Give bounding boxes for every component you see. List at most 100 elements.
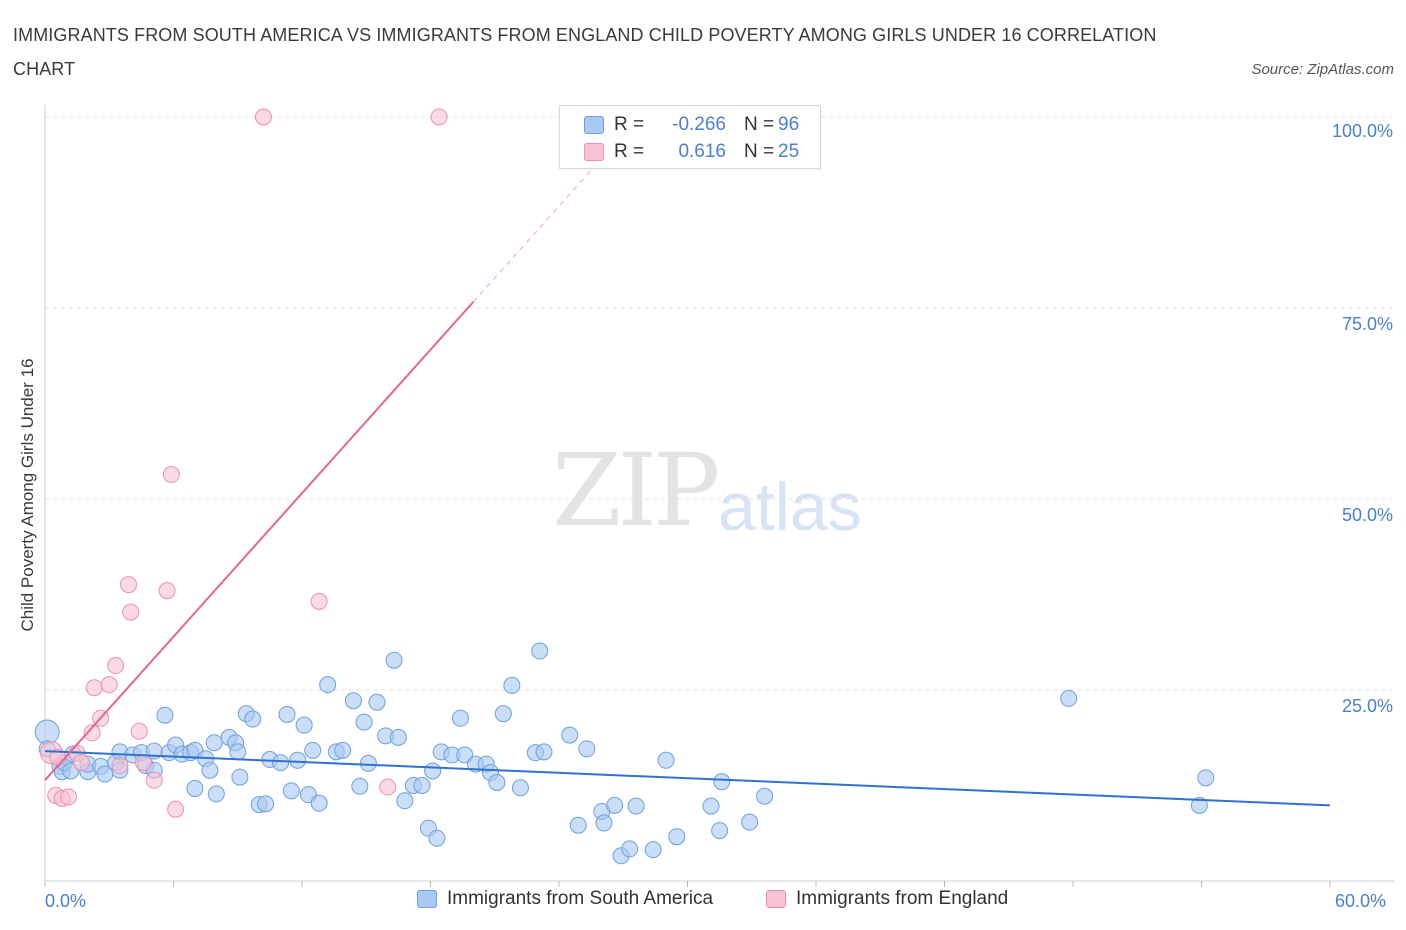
series-south-america bbox=[34, 642, 1215, 865]
legend-row-england: R = 0.616 N = 25 bbox=[584, 140, 799, 164]
data-point-south-america bbox=[621, 840, 639, 858]
data-point-south-america bbox=[351, 777, 369, 795]
legend-swatch-pink bbox=[584, 143, 604, 161]
data-point-england bbox=[167, 800, 185, 818]
legend-n-label: N = bbox=[744, 141, 775, 162]
data-point-south-america bbox=[702, 797, 720, 815]
data-point-south-america bbox=[511, 779, 529, 797]
data-point-england bbox=[120, 576, 138, 594]
data-point-england bbox=[158, 582, 176, 600]
data-point-england bbox=[379, 778, 397, 796]
trend-line-england bbox=[44, 301, 475, 781]
data-point-south-america bbox=[627, 797, 645, 815]
y-tick-label: 100.0% bbox=[1331, 121, 1393, 141]
y-tick-label: 25.0% bbox=[1341, 696, 1393, 716]
data-point-england bbox=[135, 754, 153, 772]
watermark-atlas: atlas bbox=[718, 469, 862, 545]
data-point-south-america bbox=[334, 741, 352, 759]
data-point-south-america bbox=[606, 796, 624, 814]
data-point-south-america bbox=[244, 710, 262, 728]
data-point-south-america bbox=[156, 706, 174, 724]
data-point-south-america bbox=[207, 785, 225, 803]
data-point-south-america bbox=[319, 676, 337, 694]
data-point-england bbox=[145, 771, 163, 789]
data-point-south-america bbox=[289, 751, 307, 769]
data-point-south-america bbox=[713, 773, 731, 791]
data-point-south-america bbox=[272, 754, 290, 772]
y-tick-label: 50.0% bbox=[1341, 505, 1393, 525]
x-tick-label: 60.0% bbox=[1335, 891, 1387, 911]
data-point-south-america bbox=[494, 705, 512, 723]
legend-r-value: -0.266 bbox=[672, 114, 726, 135]
data-point-south-america bbox=[1197, 769, 1215, 787]
data-point-england bbox=[107, 657, 125, 675]
data-point-south-america bbox=[711, 822, 729, 840]
trend-lines bbox=[44, 157, 1331, 807]
data-point-south-america bbox=[278, 705, 296, 723]
data-point-south-america bbox=[310, 794, 328, 812]
y-axis-label: Child Poverty Among Girls Under 16 bbox=[18, 358, 37, 632]
data-point-south-america bbox=[295, 716, 313, 734]
data-point-south-america bbox=[756, 787, 774, 805]
data-point-england bbox=[254, 108, 272, 126]
data-point-england bbox=[130, 722, 148, 740]
source-label: Source: ZipAtlas.com bbox=[1251, 61, 1394, 78]
data-point-south-america bbox=[257, 795, 275, 813]
data-point-england bbox=[122, 603, 140, 621]
data-point-south-america bbox=[578, 740, 596, 758]
legend-label: Immigrants from South America bbox=[447, 888, 714, 909]
data-point-south-america bbox=[282, 782, 300, 800]
x-tick-label: 0.0% bbox=[45, 891, 87, 911]
legend-label: Immigrants from England bbox=[796, 888, 1009, 909]
bottom-legend-south-america[interactable]: Immigrants from South America bbox=[417, 888, 713, 910]
data-point-south-america bbox=[359, 754, 377, 772]
data-point-south-america bbox=[205, 734, 223, 752]
data-point-england bbox=[60, 788, 78, 806]
data-point-england bbox=[100, 676, 118, 694]
legend-n-value: 25 bbox=[778, 141, 800, 162]
data-point-south-america bbox=[396, 792, 414, 810]
data-point-south-america bbox=[413, 777, 431, 794]
data-point-south-america bbox=[503, 676, 521, 694]
watermark-zip: ZIP bbox=[552, 432, 720, 549]
axes bbox=[44, 105, 1395, 887]
data-point-south-america bbox=[428, 829, 446, 847]
data-point-south-america bbox=[531, 642, 549, 660]
data-point-england bbox=[72, 754, 90, 772]
data-point-south-america bbox=[368, 693, 386, 711]
data-point-england bbox=[85, 679, 103, 697]
data-point-south-america bbox=[644, 841, 662, 859]
chart-title: IMMIGRANTS FROM SOUTH AMERICA VS IMMIGRA… bbox=[13, 25, 1157, 79]
data-point-south-america bbox=[201, 761, 219, 779]
legend-r-label: R = bbox=[614, 141, 645, 162]
legend-n-value: 96 bbox=[778, 114, 800, 135]
data-point-south-america bbox=[535, 743, 553, 761]
data-point-south-america bbox=[595, 814, 613, 832]
series-england bbox=[39, 108, 448, 818]
data-point-south-america bbox=[229, 743, 247, 761]
legend-swatch-blue bbox=[584, 116, 604, 134]
data-point-south-america bbox=[389, 728, 407, 746]
data-point-south-america bbox=[355, 713, 373, 731]
data-point-south-america bbox=[304, 741, 322, 759]
gridlines bbox=[45, 116, 1395, 691]
bottom-legend-england[interactable]: Immigrants from England bbox=[766, 888, 1008, 910]
legend-r-value: 0.616 bbox=[678, 141, 726, 162]
data-point-south-america bbox=[1190, 796, 1208, 814]
trend-line-south-america bbox=[44, 750, 1331, 807]
stats-legend: R = -0.266 N = 96 R = 0.616 N = 25 bbox=[559, 105, 821, 169]
trend-line-england-extension bbox=[472, 157, 603, 303]
legend-n-label: N = bbox=[744, 114, 775, 135]
data-point-england bbox=[83, 724, 101, 742]
y-tick-label: 75.0% bbox=[1341, 314, 1393, 334]
data-point-south-america bbox=[1060, 689, 1078, 707]
data-point-south-america bbox=[668, 828, 686, 846]
data-point-south-america bbox=[569, 816, 587, 834]
data-point-england bbox=[111, 757, 129, 775]
data-point-south-america bbox=[657, 751, 675, 769]
legend-swatch-blue bbox=[417, 890, 437, 908]
data-point-south-america bbox=[344, 692, 362, 710]
legend-row-south-america: R = -0.266 N = 96 bbox=[584, 113, 799, 137]
data-point-south-america bbox=[451, 709, 469, 727]
